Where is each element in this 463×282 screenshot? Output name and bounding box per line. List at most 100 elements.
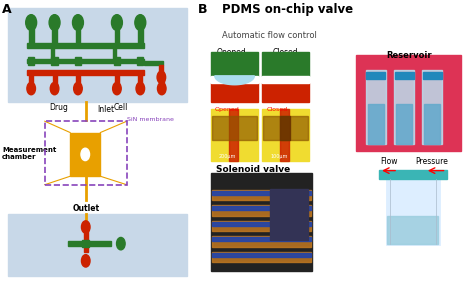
Bar	[422, 72, 441, 79]
Bar	[27, 59, 144, 63]
Bar	[75, 57, 81, 65]
Bar	[262, 52, 309, 76]
Bar	[262, 83, 309, 102]
Bar	[212, 206, 310, 210]
Bar	[137, 57, 143, 65]
Bar	[211, 116, 257, 140]
Bar	[365, 72, 385, 79]
Bar	[159, 74, 163, 86]
Bar	[68, 241, 111, 246]
Text: A: A	[2, 3, 12, 16]
Bar	[367, 104, 383, 144]
Bar	[394, 72, 413, 79]
Bar	[365, 70, 385, 144]
Bar	[114, 23, 119, 45]
Bar	[378, 170, 445, 179]
Text: Cell: Cell	[113, 103, 128, 112]
Text: SiN membrane: SiN membrane	[126, 117, 173, 122]
Bar	[52, 23, 57, 45]
Circle shape	[157, 71, 165, 83]
Bar	[212, 237, 310, 241]
Circle shape	[74, 82, 82, 95]
Bar	[211, 76, 257, 83]
Bar	[212, 221, 310, 231]
Bar	[84, 226, 88, 252]
Bar	[27, 43, 144, 48]
Bar	[356, 55, 460, 151]
Polygon shape	[214, 76, 254, 85]
Text: Outlet: Outlet	[72, 204, 99, 213]
Circle shape	[136, 82, 144, 95]
Bar	[229, 109, 238, 161]
Bar	[138, 23, 142, 45]
Text: Reservoir: Reservoir	[385, 51, 431, 60]
Bar	[212, 205, 310, 216]
Bar	[76, 74, 80, 86]
Bar	[262, 109, 309, 161]
Bar	[212, 222, 310, 226]
Bar	[82, 240, 89, 247]
Bar	[75, 23, 80, 45]
Text: 200μm: 200μm	[219, 154, 236, 159]
Circle shape	[49, 15, 60, 30]
Bar	[212, 252, 310, 262]
Bar	[421, 70, 442, 144]
Bar	[115, 74, 119, 86]
Circle shape	[50, 82, 59, 95]
Bar	[211, 52, 257, 76]
Circle shape	[111, 15, 122, 30]
Bar	[269, 189, 307, 240]
Text: Pressure: Pressure	[414, 157, 447, 166]
Bar	[211, 173, 311, 271]
Bar	[50, 47, 54, 62]
Bar	[395, 104, 411, 144]
Text: Measurement
chamber: Measurement chamber	[2, 147, 56, 160]
Bar	[113, 47, 116, 62]
Text: Opened: Opened	[216, 48, 245, 57]
Circle shape	[157, 82, 166, 95]
Bar	[385, 179, 439, 245]
Text: Closed: Closed	[272, 48, 297, 57]
Text: Inlet: Inlet	[97, 105, 114, 114]
Circle shape	[113, 82, 121, 95]
Bar	[29, 23, 33, 45]
Text: Automatic flow control: Automatic flow control	[221, 31, 316, 40]
Circle shape	[81, 255, 90, 267]
Bar	[113, 57, 120, 65]
Bar	[212, 236, 310, 247]
Bar	[262, 76, 309, 83]
Bar	[212, 191, 310, 195]
Circle shape	[81, 221, 90, 233]
Bar	[144, 61, 163, 65]
Bar	[159, 65, 163, 75]
Circle shape	[27, 82, 35, 95]
Bar	[27, 70, 144, 75]
Bar	[211, 109, 257, 161]
Bar	[424, 104, 439, 144]
Text: Opened: Opened	[215, 107, 239, 112]
Bar	[212, 253, 310, 257]
Bar	[52, 74, 56, 86]
Bar	[28, 57, 34, 65]
Circle shape	[81, 148, 89, 160]
Bar	[51, 57, 57, 65]
Text: B: B	[197, 3, 206, 16]
Bar	[70, 133, 100, 176]
Bar	[280, 109, 289, 161]
Circle shape	[135, 15, 145, 30]
Text: PDMS on-chip valve: PDMS on-chip valve	[221, 3, 352, 16]
Circle shape	[116, 237, 125, 250]
Text: Solenoid valve: Solenoid valve	[215, 165, 289, 174]
Bar	[393, 70, 413, 144]
Circle shape	[25, 15, 37, 30]
Circle shape	[72, 15, 83, 30]
Text: Drug: Drug	[49, 103, 68, 112]
Text: 100μm: 100μm	[269, 154, 287, 159]
Bar	[211, 83, 257, 102]
Text: Closed: Closed	[266, 107, 287, 112]
Bar	[138, 74, 142, 86]
Bar	[212, 190, 310, 200]
Bar	[262, 116, 308, 140]
Bar	[387, 216, 438, 244]
Bar	[45, 121, 126, 185]
